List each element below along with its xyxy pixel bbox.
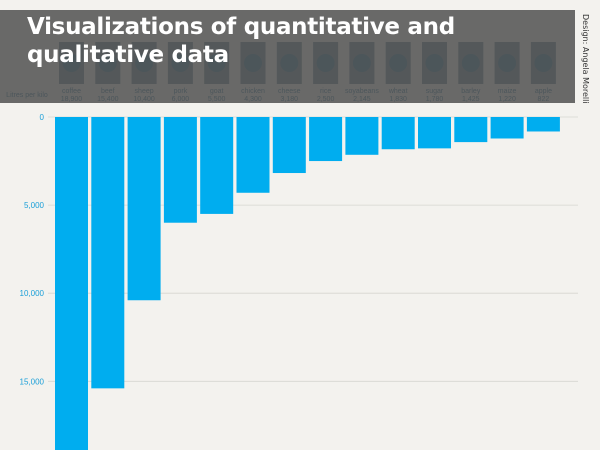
- bar-sugar: [418, 117, 451, 149]
- bar-apple: [526, 117, 560, 132]
- bar-wheat: [381, 117, 415, 150]
- design-credit: Design: Angela Morelli: [581, 14, 590, 104]
- bar-coffee: [55, 117, 88, 450]
- bar-beef: [91, 117, 125, 389]
- y-tick-label: 0: [40, 113, 45, 122]
- page-title: Visualizations of quantitative and quali…: [27, 14, 455, 68]
- bar-barley: [454, 117, 488, 143]
- bar-goat: [200, 117, 234, 214]
- title-overlay: [0, 10, 575, 103]
- y-tick-label: 5,000: [24, 201, 45, 210]
- bar-sheep: [127, 117, 161, 301]
- bar-maize: [490, 117, 524, 139]
- y-tick-label: 15,000: [20, 377, 45, 386]
- y-tick-label: 10,000: [20, 289, 45, 298]
- bar-chicken: [236, 117, 270, 193]
- bar-pork: [163, 117, 197, 223]
- bar-cheese: [272, 117, 306, 174]
- bar-rice: [309, 117, 343, 162]
- bar-soyabeans: [345, 117, 379, 155]
